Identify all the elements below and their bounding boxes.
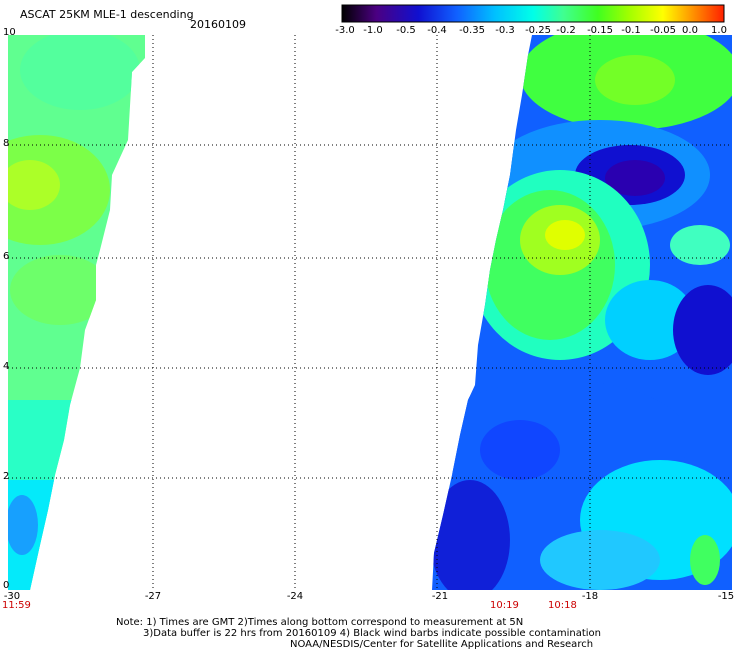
- colorbar-label: -3.0: [335, 25, 355, 36]
- x-tick-label: -27: [144, 591, 162, 602]
- map-title: ASCAT 25KM MLE-1 descending: [20, 8, 194, 21]
- colorbar: [341, 4, 725, 23]
- y-tick-label: 6: [3, 251, 10, 262]
- swath-time-label: 10:19: [490, 600, 519, 611]
- map-grid: [8, 35, 732, 590]
- colorbar-label: -1.0: [363, 25, 383, 36]
- x-tick-label: -15: [717, 591, 735, 602]
- colorbar-label: -0.5: [396, 25, 416, 36]
- colorbar-label: -0.1: [621, 25, 641, 36]
- y-tick-label: 2: [3, 471, 10, 482]
- colorbar-label: -0.35: [459, 25, 485, 36]
- colorbar-label: -0.2: [556, 25, 576, 36]
- colorbar-label: -0.4: [427, 25, 447, 36]
- x-tick-label: -21: [431, 591, 449, 602]
- y-tick-label: 10: [3, 27, 16, 38]
- x-tick-label: -24: [286, 591, 304, 602]
- y-tick-label: 0: [3, 580, 10, 591]
- colorbar-label: -0.3: [495, 25, 515, 36]
- east-swath: [432, 35, 732, 590]
- x-tick-label: -18: [581, 591, 599, 602]
- x-tick-label: -30: [3, 591, 21, 602]
- note-line: Note: 1) Times are GMT 2)Times along bot…: [116, 617, 524, 628]
- colorbar-label: 1.0: [711, 25, 727, 36]
- colorbar-label: -0.05: [650, 25, 676, 36]
- swath-time-label: 10:18: [548, 600, 577, 611]
- y-tick-label: 8: [3, 138, 10, 149]
- note-line: 3)Data buffer is 22 hrs from 20160109 4)…: [143, 628, 601, 639]
- west-swath: [8, 35, 145, 590]
- map-date: 20160109: [190, 18, 246, 31]
- colorbar-label: -0.25: [525, 25, 551, 36]
- colorbar-label: 0.0: [682, 25, 698, 36]
- colorbar-label: -0.15: [587, 25, 613, 36]
- credit-line: NOAA/NESDIS/Center for Satellite Applica…: [290, 639, 594, 650]
- swath-time-label: 11:59: [2, 600, 31, 611]
- y-tick-label: 4: [3, 361, 10, 372]
